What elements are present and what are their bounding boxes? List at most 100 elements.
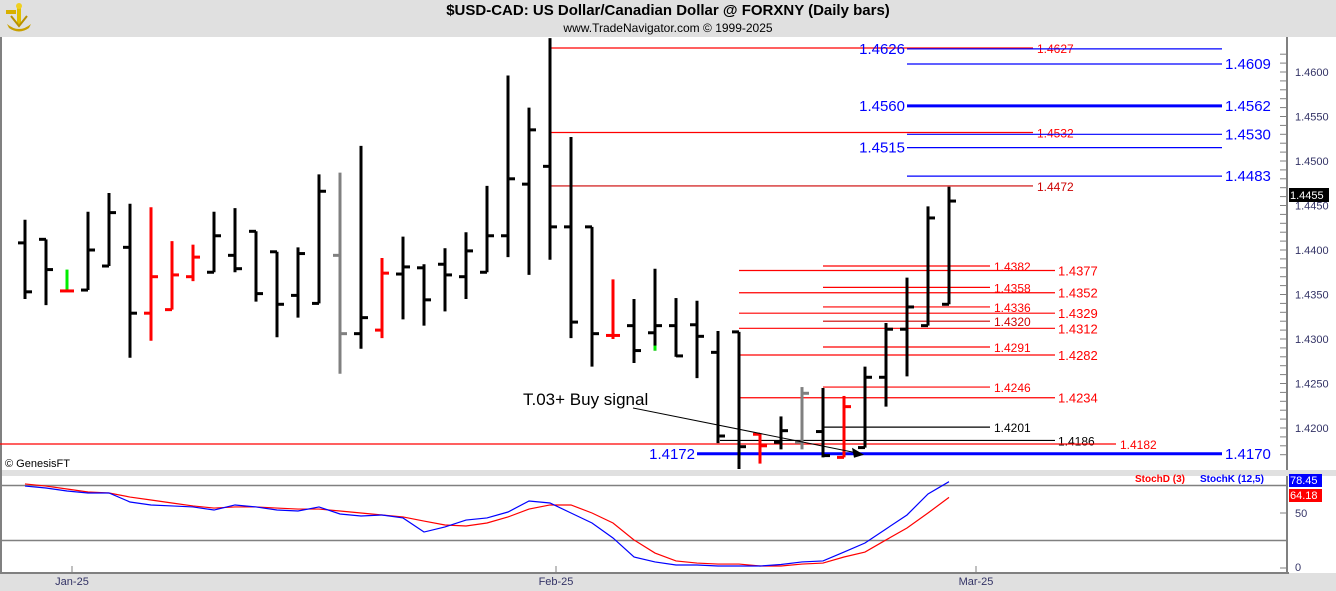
level-label: 1.4312 <box>1058 321 1098 336</box>
y-tick-label: 1.4550 <box>1295 112 1329 124</box>
price-bar <box>879 322 893 407</box>
buy-signal-annotation: T.03+ Buy signal <box>523 390 648 409</box>
price-bar <box>60 269 74 293</box>
price-bar <box>39 237 53 306</box>
price-bar <box>858 366 872 450</box>
level-label: 1.4282 <box>1058 348 1098 363</box>
price-bar <box>648 268 662 351</box>
price-bar <box>144 207 158 341</box>
stochd-line <box>24 483 950 567</box>
y-tick-label: 1.4600 <box>1295 67 1329 79</box>
price-bar <box>690 300 704 379</box>
y-tick-label: 1.4300 <box>1295 334 1329 346</box>
level-label: 1.4352 <box>1058 286 1098 301</box>
level-label: 1.4201 <box>994 421 1031 435</box>
stochk-line <box>24 481 950 567</box>
level-label: 1.4609 <box>1225 56 1271 73</box>
price-bar <box>165 241 179 312</box>
y-tick-label: 1.4250 <box>1295 379 1329 391</box>
stochk-value-box <box>1289 474 1322 487</box>
price-bar <box>627 298 641 364</box>
chart-subtitle: www.TradeNavigator.com © 1999-2025 <box>563 21 773 35</box>
x-tick-label: Feb-25 <box>539 576 574 588</box>
price-plot-area <box>2 37 1287 470</box>
price-bar <box>375 258 389 339</box>
price-bar <box>123 203 137 358</box>
price-bar <box>354 145 368 349</box>
price-bar <box>564 136 578 339</box>
level-label: 1.4329 <box>1058 306 1098 321</box>
price-bar <box>753 432 767 464</box>
price-bar <box>81 211 95 292</box>
last-price-label: 1.4455 <box>1290 190 1324 202</box>
level-label: 1.4336 <box>994 301 1031 315</box>
price-bar <box>921 206 935 328</box>
stochd-value: 64.18 <box>1290 490 1318 502</box>
level-label: 1.4234 <box>1058 391 1098 406</box>
x-tick-label: Jan-25 <box>55 576 89 588</box>
copyright-text: © GenesisFT <box>5 458 70 470</box>
level-label: 1.4530 <box>1225 126 1271 143</box>
price-bar <box>102 193 116 268</box>
price-bar <box>606 279 620 339</box>
level-left-label: 1.4626 <box>859 41 905 58</box>
buy-signal-arrow <box>632 407 857 454</box>
x-tick-label: Mar-25 <box>959 576 994 588</box>
level-label: 1.4377 <box>1058 263 1098 278</box>
level-label: 1.4182 <box>1120 438 1157 452</box>
stochk-value: 78.45 <box>1290 475 1318 487</box>
last-price-box <box>1289 188 1329 202</box>
level-left-label: 1.4172 <box>649 446 695 463</box>
price-bar <box>333 172 347 374</box>
stochk-legend: StochK (12,5) <box>1200 474 1264 485</box>
level-left-label: 1.4515 <box>859 140 905 157</box>
price-bar <box>249 229 263 302</box>
price-bar <box>207 211 221 274</box>
y-tick-label: 1.4500 <box>1295 156 1329 168</box>
price-bar <box>942 186 956 306</box>
stoch-y-tick-label: 0 <box>1295 562 1301 574</box>
sextant-logo-icon <box>6 3 31 32</box>
price-bar <box>186 244 200 282</box>
y-tick-label: 1.4450 <box>1295 201 1329 213</box>
arrow-head-icon <box>852 447 864 458</box>
stoch-y-tick-label: 50 <box>1295 508 1307 520</box>
price-bar <box>774 416 788 450</box>
y-tick-label: 1.4350 <box>1295 290 1329 302</box>
price-bar <box>270 250 284 338</box>
level-label: 1.4483 <box>1225 168 1271 185</box>
level-label: 1.4532 <box>1037 127 1074 141</box>
price-bar <box>522 107 536 275</box>
price-bar <box>711 330 725 444</box>
price-bar <box>291 247 305 318</box>
y-tick-label: 1.4200 <box>1295 423 1329 435</box>
price-bar <box>438 248 452 312</box>
level-label: 1.4320 <box>994 315 1031 329</box>
level-label: 1.4186 <box>1058 434 1095 448</box>
y-tick-label: 1.4400 <box>1295 245 1329 257</box>
level-label: 1.4291 <box>994 341 1031 355</box>
price-bar <box>480 185 494 274</box>
price-bar <box>396 236 410 320</box>
level-label: 1.4170 <box>1225 446 1271 463</box>
stoch-plot-area <box>2 476 1287 573</box>
price-bar <box>900 277 914 377</box>
level-label: 1.4246 <box>994 381 1031 395</box>
level-left-label: 1.4560 <box>859 98 905 115</box>
price-bar <box>228 208 242 273</box>
price-bar <box>669 298 683 358</box>
price-bar <box>459 232 473 299</box>
price-bar <box>543 38 557 260</box>
price-bar <box>417 264 431 326</box>
level-label: 1.4358 <box>994 281 1031 295</box>
price-axis-area <box>1287 37 1336 470</box>
stochd-legend: StochD (3) <box>1135 474 1185 485</box>
level-label: 1.4562 <box>1225 98 1271 115</box>
price-bar <box>585 225 599 367</box>
chart-title: $USD-CAD: US Dollar/Canadian Dollar @ FO… <box>446 2 890 19</box>
level-label: 1.4472 <box>1037 180 1074 194</box>
price-bar <box>312 174 326 305</box>
price-bar <box>18 219 32 299</box>
price-bar <box>837 395 851 459</box>
